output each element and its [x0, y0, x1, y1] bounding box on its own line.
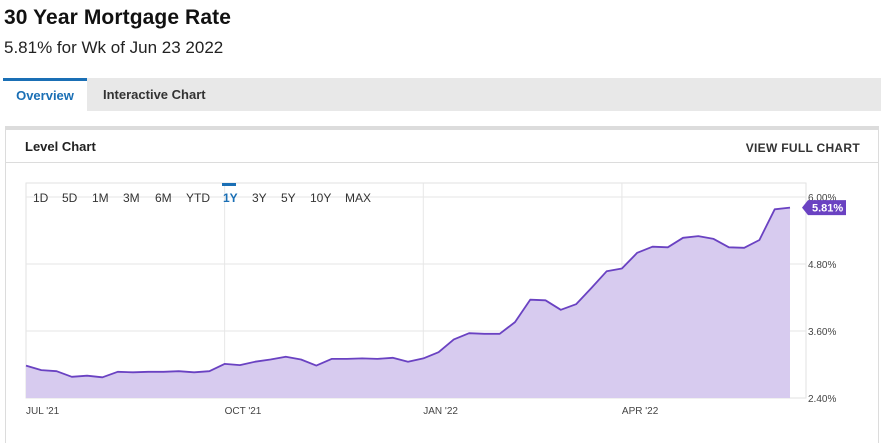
tab-overview[interactable]: Overview	[3, 78, 87, 111]
active-range-indicator	[222, 183, 236, 186]
data-point	[697, 235, 699, 237]
tab-interactive-chart[interactable]: Interactive Chart	[103, 87, 206, 102]
data-point	[682, 237, 684, 239]
data-point	[667, 246, 669, 248]
range-button-5y[interactable]: 5Y	[281, 191, 296, 205]
range-button-max[interactable]: MAX	[345, 191, 372, 205]
data-point	[132, 371, 134, 373]
data-point	[117, 371, 119, 373]
range-button-3y[interactable]: 3Y	[252, 191, 267, 205]
data-point	[208, 370, 210, 372]
data-point	[86, 375, 88, 377]
range-button-10y[interactable]: 10Y	[310, 191, 332, 205]
data-point	[545, 299, 547, 301]
data-point	[407, 361, 409, 363]
data-point	[270, 359, 272, 361]
data-point	[743, 247, 745, 249]
tab-bar: Overview Interactive Chart	[3, 78, 881, 111]
data-point	[56, 370, 58, 372]
data-point	[331, 358, 333, 360]
data-point	[101, 376, 103, 378]
data-point	[621, 268, 623, 270]
view-full-chart-link[interactable]: VIEW FULL CHART	[745, 141, 860, 155]
data-point	[25, 365, 27, 367]
data-point	[40, 369, 42, 371]
y-tick-label: 6.00%	[808, 193, 836, 204]
data-point	[163, 371, 165, 373]
data-point	[789, 207, 791, 209]
data-point	[376, 358, 378, 360]
data-point	[652, 246, 654, 248]
data-point	[285, 356, 287, 358]
data-point	[529, 299, 531, 301]
data-point	[71, 376, 73, 378]
data-point	[193, 371, 195, 373]
data-point	[606, 270, 608, 272]
data-point	[774, 208, 776, 210]
data-point	[239, 364, 241, 366]
y-tick-label: 3.60%	[808, 327, 836, 338]
y-tick-label: 2.40%	[808, 394, 836, 405]
series-area	[26, 207, 790, 398]
data-point	[254, 361, 256, 363]
data-point	[178, 370, 180, 372]
data-point	[361, 357, 363, 359]
range-button-1m[interactable]: 1M	[92, 191, 109, 205]
range-button-1d[interactable]: 1D	[33, 191, 49, 205]
y-tick-label: 4.80%	[808, 260, 836, 271]
x-tick-label: OCT '21	[225, 406, 262, 417]
data-point	[346, 358, 348, 360]
data-point	[438, 351, 440, 353]
data-point	[514, 321, 516, 323]
data-point	[453, 338, 455, 340]
data-point	[758, 239, 760, 241]
data-point	[422, 357, 424, 359]
range-button-1y[interactable]: 1Y	[223, 191, 238, 205]
last-value-badge	[802, 200, 846, 216]
page-subtitle: 5.81% for Wk of Jun 23 2022	[4, 38, 224, 57]
range-button-3m[interactable]: 3M	[123, 191, 140, 205]
data-point	[713, 238, 715, 240]
data-point	[636, 252, 638, 254]
last-value-label: 5.81%	[812, 203, 843, 215]
data-point	[499, 333, 501, 335]
panel-header: Level Chart VIEW FULL CHART	[6, 130, 878, 163]
data-point	[590, 287, 592, 289]
range-button-ytd[interactable]: YTD	[186, 191, 210, 205]
data-point	[300, 359, 302, 361]
data-point	[483, 333, 485, 335]
data-point	[392, 357, 394, 359]
page-title: 30 Year Mortgage Rate	[4, 6, 231, 29]
data-point	[728, 246, 730, 248]
data-point	[224, 363, 226, 365]
data-point	[560, 309, 562, 311]
range-button-5d[interactable]: 5D	[62, 191, 78, 205]
series-line	[25, 206, 791, 379]
x-tick-label: JUL '21	[26, 406, 60, 417]
data-point	[575, 303, 577, 305]
data-point	[147, 371, 149, 373]
range-button-6m[interactable]: 6M	[155, 191, 172, 205]
panel-title: Level Chart	[25, 139, 96, 154]
data-point	[315, 365, 317, 367]
x-tick-label: JAN '22	[423, 406, 458, 417]
data-point	[468, 332, 470, 334]
x-tick-label: APR '22	[622, 406, 659, 417]
